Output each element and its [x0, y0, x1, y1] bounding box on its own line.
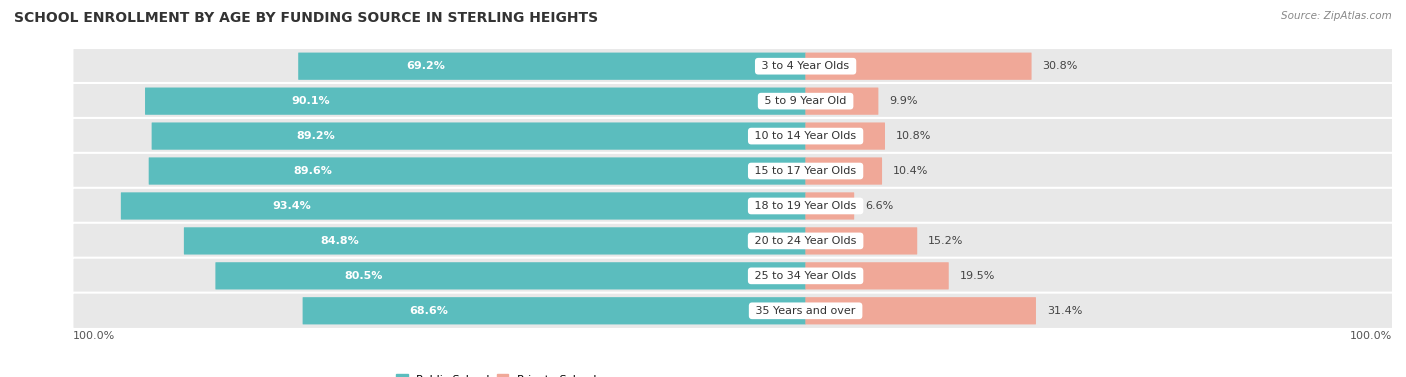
Text: 100.0%: 100.0% — [73, 331, 115, 341]
Text: 69.2%: 69.2% — [406, 61, 444, 71]
Text: 15.2%: 15.2% — [928, 236, 963, 246]
Legend: Public School, Private School: Public School, Private School — [392, 370, 600, 377]
FancyBboxPatch shape — [72, 188, 1406, 224]
FancyBboxPatch shape — [149, 158, 806, 185]
FancyBboxPatch shape — [806, 158, 882, 185]
Text: 84.8%: 84.8% — [321, 236, 359, 246]
Text: 90.1%: 90.1% — [291, 96, 329, 106]
Text: 20 to 24 Year Olds: 20 to 24 Year Olds — [751, 236, 860, 246]
Text: 80.5%: 80.5% — [344, 271, 382, 281]
FancyBboxPatch shape — [72, 83, 1406, 119]
FancyBboxPatch shape — [72, 48, 1406, 84]
Text: 18 to 19 Year Olds: 18 to 19 Year Olds — [751, 201, 860, 211]
Text: 9.9%: 9.9% — [889, 96, 918, 106]
Text: 35 Years and over: 35 Years and over — [752, 306, 859, 316]
Text: 5 to 9 Year Old: 5 to 9 Year Old — [761, 96, 851, 106]
FancyBboxPatch shape — [806, 87, 879, 115]
FancyBboxPatch shape — [72, 118, 1406, 154]
FancyBboxPatch shape — [72, 153, 1406, 189]
Text: 10.4%: 10.4% — [893, 166, 928, 176]
Text: 10 to 14 Year Olds: 10 to 14 Year Olds — [751, 131, 860, 141]
Text: 89.2%: 89.2% — [295, 131, 335, 141]
FancyBboxPatch shape — [145, 87, 806, 115]
FancyBboxPatch shape — [72, 293, 1406, 329]
FancyBboxPatch shape — [806, 52, 1032, 80]
Text: 3 to 4 Year Olds: 3 to 4 Year Olds — [758, 61, 853, 71]
FancyBboxPatch shape — [298, 52, 806, 80]
FancyBboxPatch shape — [72, 258, 1406, 294]
FancyBboxPatch shape — [806, 262, 949, 290]
FancyBboxPatch shape — [184, 227, 806, 254]
Text: 89.6%: 89.6% — [294, 166, 333, 176]
FancyBboxPatch shape — [72, 223, 1406, 259]
FancyBboxPatch shape — [302, 297, 806, 325]
Text: 6.6%: 6.6% — [865, 201, 893, 211]
Text: 25 to 34 Year Olds: 25 to 34 Year Olds — [751, 271, 860, 281]
Text: 10.8%: 10.8% — [896, 131, 931, 141]
Text: 19.5%: 19.5% — [959, 271, 995, 281]
Text: 68.6%: 68.6% — [409, 306, 449, 316]
Text: 100.0%: 100.0% — [1350, 331, 1392, 341]
FancyBboxPatch shape — [152, 123, 806, 150]
FancyBboxPatch shape — [806, 227, 917, 254]
Text: 15 to 17 Year Olds: 15 to 17 Year Olds — [751, 166, 860, 176]
FancyBboxPatch shape — [215, 262, 806, 290]
Text: 31.4%: 31.4% — [1046, 306, 1083, 316]
Text: 93.4%: 93.4% — [273, 201, 312, 211]
Text: 30.8%: 30.8% — [1042, 61, 1078, 71]
FancyBboxPatch shape — [121, 192, 806, 219]
FancyBboxPatch shape — [806, 123, 884, 150]
FancyBboxPatch shape — [806, 297, 1036, 325]
Text: SCHOOL ENROLLMENT BY AGE BY FUNDING SOURCE IN STERLING HEIGHTS: SCHOOL ENROLLMENT BY AGE BY FUNDING SOUR… — [14, 11, 598, 25]
FancyBboxPatch shape — [806, 192, 855, 219]
Text: Source: ZipAtlas.com: Source: ZipAtlas.com — [1281, 11, 1392, 21]
